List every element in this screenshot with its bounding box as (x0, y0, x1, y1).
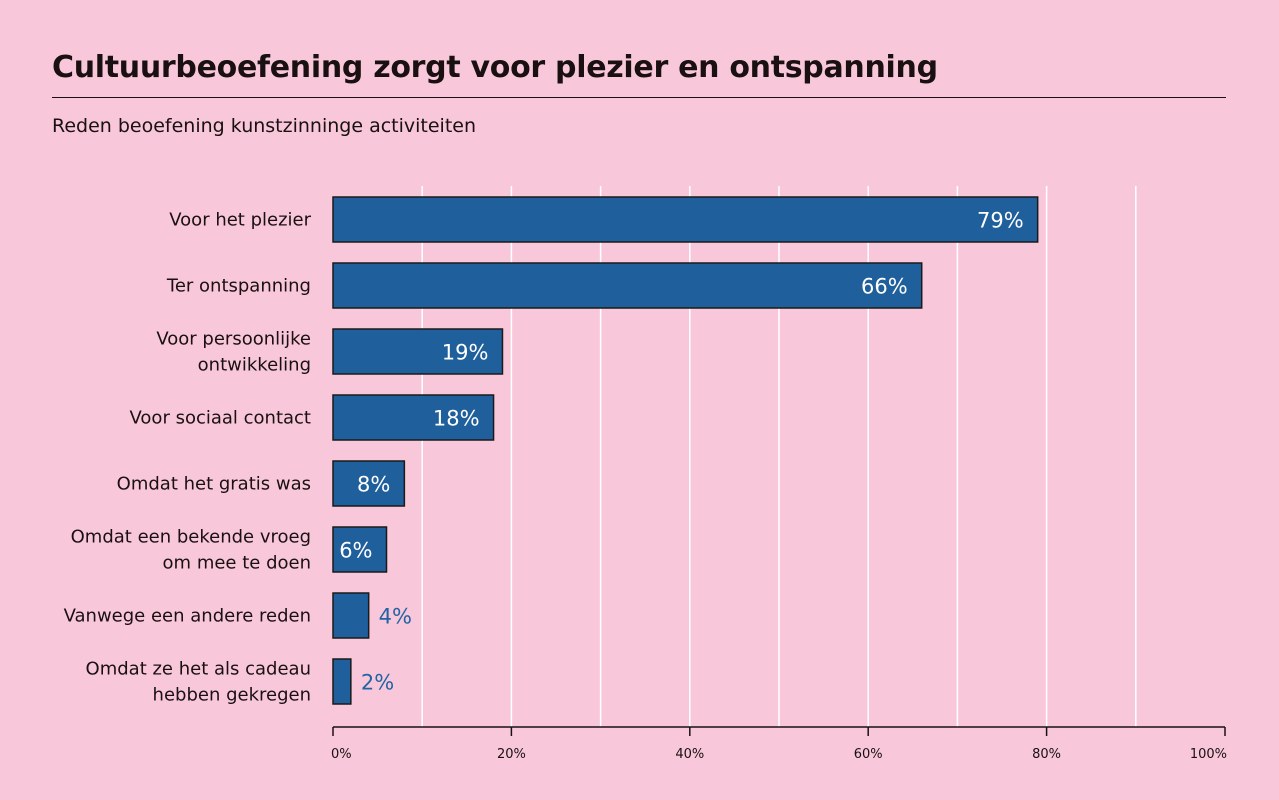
value-label: 18% (433, 407, 480, 431)
value-labels: 79% 66% 19% 18% 8% 6% 4% 2% (339, 209, 1023, 695)
category-label: Vanwege een andere reden (64, 606, 311, 627)
bars (332, 196, 1039, 705)
x-axis: 0% 20% 40% 60% 80% 100% (331, 726, 1227, 762)
category-label: Omdat een bekende vroeg om mee te doen (71, 527, 311, 574)
value-label: 19% (442, 341, 489, 365)
x-tick-label: 40% (675, 747, 704, 762)
chart-subtitle: Reden beoefening kunstzinninge activitei… (52, 115, 477, 137)
x-tick-label: 20% (497, 747, 526, 762)
bar (332, 658, 352, 705)
category-label: Voor sociaal contact (130, 408, 312, 429)
category-label: Omdat ze het als cadeau hebben gekregen (86, 659, 311, 706)
category-label: Voor persoonlijke ontwikkeling (156, 329, 311, 376)
category-label: Ter ontspanning (166, 276, 311, 297)
bar (332, 262, 923, 309)
value-label: 4% (379, 605, 412, 629)
x-tick-label: 80% (1032, 747, 1061, 762)
x-tick-label: 0% (331, 747, 352, 762)
value-label: 2% (361, 671, 394, 695)
value-label: 8% (357, 473, 390, 497)
bar (332, 592, 370, 639)
x-tick-label: 60% (854, 747, 883, 762)
category-label: Omdat het gratis was (117, 474, 311, 495)
chart-title: Cultuurbeoefening zorgt voor plezier en … (52, 50, 938, 85)
bar (332, 526, 388, 573)
title-divider (52, 97, 1226, 98)
bar (332, 328, 504, 375)
value-label: 6% (339, 539, 372, 563)
bar (332, 394, 495, 441)
category-labels: Voor het plezier Ter ontspanning Voor pers… (64, 210, 312, 706)
bar (332, 196, 1039, 243)
value-label: 66% (861, 275, 908, 299)
x-tick-label: 100% (1190, 747, 1227, 762)
bar (332, 460, 406, 507)
category-label: Voor het plezier (169, 210, 311, 231)
value-label: 79% (977, 209, 1024, 233)
